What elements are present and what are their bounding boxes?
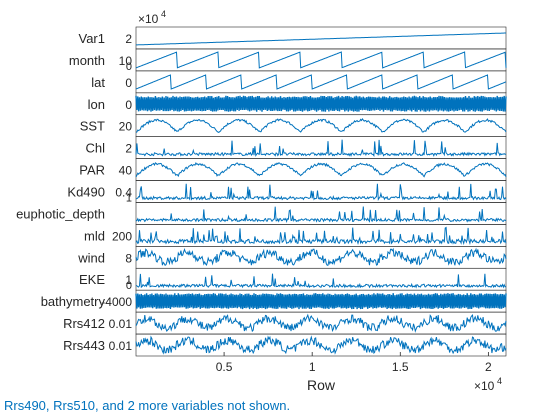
x-tick-label: 1.5 xyxy=(392,360,409,374)
series-line-lon xyxy=(135,95,507,112)
x-tick-label: 1 xyxy=(309,360,316,374)
x-exponent-power: 4 xyxy=(497,376,502,386)
panel-frame xyxy=(135,70,507,94)
variable-label: Kd490 xyxy=(67,185,105,200)
top-exponent-power: 4 xyxy=(161,9,166,19)
x-axis-label: Row xyxy=(307,377,336,393)
y-tick-label: 0 xyxy=(125,98,132,112)
panel-lat: lat 0 xyxy=(91,70,507,94)
y-tick-label: 2 xyxy=(125,32,132,46)
series-line-euphotic_depth xyxy=(135,206,507,224)
variable-label: lat xyxy=(91,75,105,90)
x-tick-label: 0.5 xyxy=(216,360,233,374)
panel-month: month 100 xyxy=(69,48,507,73)
footnote: Rrs490, Rrs510, and 2 more variables not… xyxy=(4,398,291,413)
panel-frame xyxy=(135,224,507,247)
y-tick-label: -4000 xyxy=(101,295,132,309)
panel-Rrs443: Rrs443 0.01 xyxy=(63,333,507,357)
series-line-Chl xyxy=(135,139,507,157)
y-tick-label: 0.01 xyxy=(109,317,133,331)
variable-label: Rrs412 xyxy=(63,316,105,331)
panel-mld: mld 200 xyxy=(84,224,507,247)
series-line-month xyxy=(135,51,507,69)
series-line-bathymetry xyxy=(135,293,507,310)
series-line-Rrs412 xyxy=(135,313,507,333)
panel-EKE: EKE 10 xyxy=(79,267,507,292)
panel-SST: SST 20 xyxy=(80,114,507,137)
x-axis: 0.5 1 1.5 2 xyxy=(216,352,492,374)
panel-Chl: Chl 2 xyxy=(85,136,507,159)
series-line-Kd490 xyxy=(135,183,507,202)
y-tick-label-secondary: 0 xyxy=(126,280,132,292)
series-line-EKE xyxy=(135,273,507,289)
y-tick-label: 10 xyxy=(119,54,133,68)
variable-label: wind xyxy=(77,250,105,265)
y-tick-label-secondary: 1 xyxy=(126,193,132,205)
variable-label: Rrs443 xyxy=(63,338,105,353)
y-tick-label: 2 xyxy=(125,142,132,156)
panel-Var1: Var1 2 xyxy=(79,26,507,50)
y-tick-label: 8 xyxy=(125,251,132,265)
series-line-PAR xyxy=(135,161,507,178)
panel-wind: wind 8 xyxy=(77,246,507,269)
panel-lon: lon 0 xyxy=(88,92,507,116)
panel-PAR: PAR 40 xyxy=(79,158,507,181)
variable-label: month xyxy=(69,53,105,68)
top-exponent-base: ×10 xyxy=(138,12,159,26)
y-tick-label-secondary: 0 xyxy=(126,61,132,73)
variable-label: SST xyxy=(80,119,105,134)
variable-label: mld xyxy=(84,228,105,243)
panel-euphotic_depth: euphotic_depth xyxy=(16,202,507,225)
y-tick-label: 0 xyxy=(125,76,132,90)
series-line-SST xyxy=(135,117,507,133)
y-tick-label: 20 xyxy=(119,120,133,134)
variable-label: lon xyxy=(88,97,105,112)
variable-label: Var1 xyxy=(79,31,106,46)
panel-Kd490: Kd490 0.41 xyxy=(67,180,507,205)
panel-frame xyxy=(135,158,507,181)
panel-bathymetry: bathymetry-4000 xyxy=(41,289,507,313)
variable-label: Chl xyxy=(85,141,105,156)
series-line-Rrs443 xyxy=(135,335,507,355)
panel-frame xyxy=(135,114,507,137)
variable-label: bathymetry xyxy=(41,294,106,309)
panel-frame xyxy=(135,136,507,159)
variable-label: EKE xyxy=(79,272,105,287)
y-tick-label: 0.4 xyxy=(115,186,132,200)
x-exponent-base: ×10 xyxy=(474,379,495,393)
series-line-Var1 xyxy=(136,32,506,46)
y-tick-label: 1 xyxy=(125,273,132,287)
panel-frame xyxy=(135,333,507,357)
panel-Rrs412: Rrs412 0.01 xyxy=(63,311,507,335)
y-tick-label: 40 xyxy=(119,164,133,178)
variable-label: euphotic_depth xyxy=(16,206,105,221)
y-tick-label: 200 xyxy=(112,229,132,243)
panel-frame xyxy=(135,246,507,269)
x-tick-label: 2 xyxy=(485,360,492,374)
y-tick-label: 0.01 xyxy=(109,339,133,353)
panel-frame xyxy=(135,26,507,50)
variable-label: PAR xyxy=(79,163,105,178)
series-line-wind xyxy=(135,247,507,267)
series-line-mld xyxy=(135,226,507,246)
series-line-lat xyxy=(135,74,507,90)
